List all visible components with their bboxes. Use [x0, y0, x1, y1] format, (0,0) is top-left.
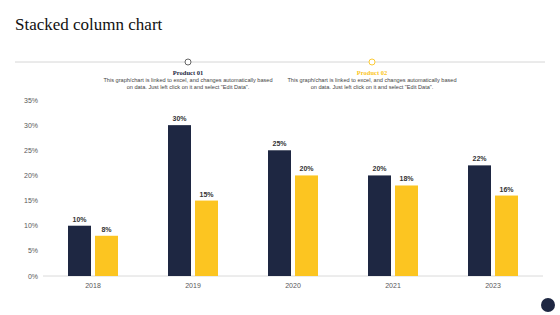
legend-marker: [369, 59, 375, 65]
x-tick-label: 2018: [85, 282, 101, 289]
bar: [195, 201, 218, 276]
data-label: 20%: [299, 165, 314, 172]
y-tick: [40, 200, 43, 201]
data-label: 30%: [172, 115, 187, 122]
data-label: 8%: [101, 226, 112, 233]
bar: [68, 226, 91, 276]
y-tick: [40, 100, 43, 101]
chart: Stacked column chart Product 01 Product 02…: [0, 0, 560, 315]
bar: [468, 165, 491, 276]
y-tick-label: 10%: [24, 222, 38, 229]
y-tick: [40, 276, 43, 277]
data-label: 10%: [72, 216, 87, 223]
y-tick: [40, 150, 43, 151]
bar: [95, 236, 118, 276]
bar: [268, 150, 291, 276]
x-tick-label: 2020: [285, 282, 301, 289]
y-tick-label: 25%: [24, 147, 38, 154]
x-tick-label: 2021: [385, 282, 401, 289]
y-tick: [40, 125, 43, 126]
title: Stacked column chart: [15, 15, 163, 34]
y-tick: [40, 175, 43, 176]
bar: [168, 125, 191, 276]
data-label: 20%: [372, 165, 387, 172]
data-label: 22%: [472, 155, 487, 162]
y-tick-label: 5%: [28, 247, 38, 254]
y-tick-label: 20%: [24, 172, 38, 179]
legend-label: Product 01: [173, 69, 203, 76]
x-tick-label: 2019: [185, 282, 201, 289]
bars: [68, 125, 518, 276]
y-tick-label: 35%: [24, 97, 38, 104]
y-axis: [43, 100, 44, 276]
y-tick-label: 0%: [28, 273, 38, 280]
y-tick: [40, 250, 43, 251]
bar: [495, 196, 518, 276]
y-tick-label: 30%: [24, 122, 38, 129]
legend-description: This graph/chart is linked to excel, and…: [100, 77, 276, 90]
x-tick-label: 2023: [485, 282, 501, 289]
decoration: [541, 298, 555, 312]
data-label: 25%: [272, 140, 287, 147]
legend-rule: [15, 62, 545, 63]
data-label: 18%: [399, 175, 414, 182]
data-label: 16%: [499, 186, 514, 193]
bar: [368, 175, 391, 276]
legend-label: Product 02: [357, 69, 387, 76]
bar: [395, 185, 418, 276]
page: Stacked column chart Product 01 Product 02…: [0, 0, 560, 315]
y-tick-label: 15%: [24, 197, 38, 204]
legend-description: This graph/chart is linked to excel, and…: [284, 77, 460, 90]
data-label: 15%: [199, 191, 214, 198]
legend-marker: [185, 59, 191, 65]
bar: [295, 175, 318, 276]
y-tick: [40, 225, 43, 226]
